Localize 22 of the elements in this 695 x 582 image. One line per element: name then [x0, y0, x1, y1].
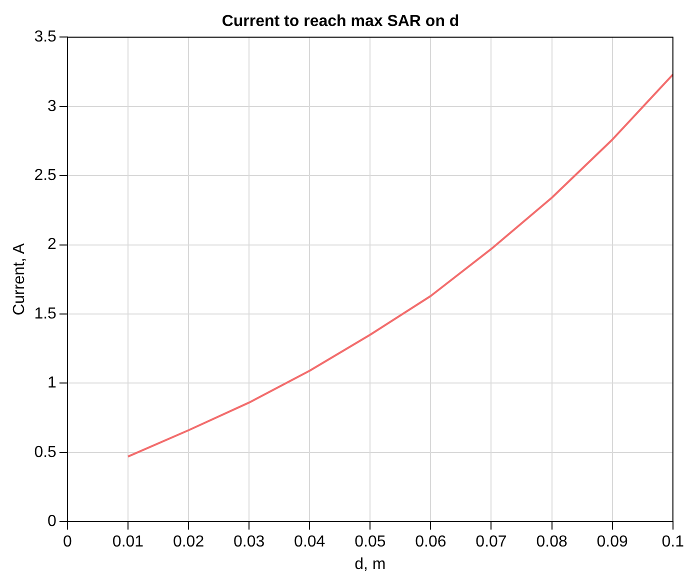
y-tick-label: 3 — [48, 98, 57, 115]
y-tick-label: 2 — [48, 236, 57, 254]
y-tick-label: 1 — [48, 374, 57, 392]
y-tick-label: 2.5 — [34, 167, 57, 184]
y-tick-label: 1.5 — [34, 305, 57, 322]
x-tick-label: 0.07 — [476, 534, 507, 551]
x-tick-label: 0.02 — [172, 534, 204, 551]
x-tick-label: 0.01 — [112, 534, 144, 551]
x-tick-label: 0.05 — [354, 534, 386, 551]
x-tick-label: 0.06 — [415, 534, 446, 551]
x-tick-label: 0.08 — [536, 534, 568, 551]
x-tick-label: 0.03 — [234, 534, 265, 551]
x-tick-label: 0.04 — [294, 534, 326, 551]
x-tick-label: 0.09 — [596, 534, 628, 551]
x-tick-label: 0 — [62, 534, 72, 551]
x-axis-title: d, m — [354, 556, 386, 573]
y-axis-title: Current, A — [11, 243, 28, 316]
y-tick-label: 0.5 — [34, 444, 57, 461]
x-tick-label: 0.1 — [662, 534, 684, 551]
chart-title: Current to reach max SAR on d — [222, 13, 460, 30]
y-tick-label: 0 — [48, 513, 57, 530]
y-tick-label: 3.5 — [34, 28, 57, 46]
